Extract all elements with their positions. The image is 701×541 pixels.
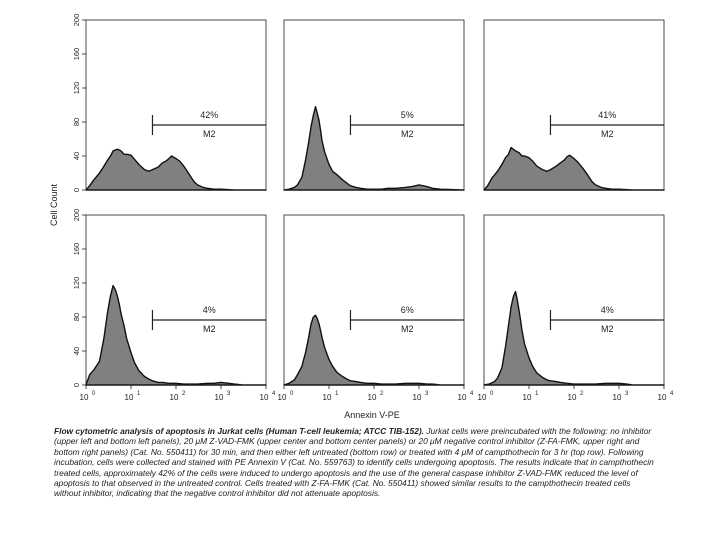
x-tick-exponent: 2 <box>580 391 584 397</box>
x-tick-label: 10 <box>568 393 577 402</box>
y-tick-label: 80 <box>72 313 81 321</box>
x-tick-label: 10 <box>413 393 422 402</box>
x-tick-exponent: 0 <box>490 391 494 397</box>
gate-name-label: M2 <box>601 324 614 334</box>
x-tick-exponent: 4 <box>670 391 674 397</box>
y-tick-label: 200 <box>72 14 81 27</box>
gate-name-label: M2 <box>203 324 216 334</box>
figure-caption: Flow cytometric analysis of apoptosis in… <box>54 426 654 499</box>
histogram-area <box>85 148 267 191</box>
y-tick-label: 120 <box>72 82 81 95</box>
x-tick-exponent: 1 <box>335 391 339 397</box>
x-axis-ticks: 10 0 10 1 10 2 10 3 10 4 10 0 10 1 10 2 10 3 10 4 10 0 10 1 10 2 1… <box>80 385 674 402</box>
y-tick-label: 0 <box>72 383 81 387</box>
x-tick-label: 10 <box>80 393 89 402</box>
y-tick-label: 160 <box>72 48 81 61</box>
panel-frame <box>85 19 267 191</box>
x-tick-exponent: 4 <box>272 391 276 397</box>
x-tick-label: 10 <box>278 393 287 402</box>
histogram-area <box>283 106 465 191</box>
caption-body: Jurkat cells were preincubated with the … <box>54 426 654 499</box>
gate-name-label: M2 <box>401 324 414 334</box>
gate-name-label: M2 <box>401 129 414 139</box>
histogram-area <box>483 146 665 191</box>
x-tick-exponent: 0 <box>290 391 294 397</box>
gate-percent-label: 4% <box>203 305 216 315</box>
gate-percent-label: 42% <box>200 110 218 120</box>
x-tick-exponent: 3 <box>227 391 231 397</box>
x-tick-exponent: 2 <box>380 391 384 397</box>
gate-name-label: M2 <box>601 129 614 139</box>
caption-title: Flow cytometric analysis of apoptosis in… <box>54 426 424 436</box>
x-tick-exponent: 0 <box>92 391 96 397</box>
y-tick-label: 80 <box>72 118 81 126</box>
panel-frame <box>483 19 665 191</box>
x-tick-exponent: 4 <box>470 391 474 397</box>
x-tick-exponent: 3 <box>425 391 429 397</box>
panel-frame <box>283 19 465 191</box>
x-tick-label: 10 <box>170 393 179 402</box>
x-tick-exponent: 1 <box>535 391 539 397</box>
histogram-panel-top-center: 5% M2 <box>283 19 465 191</box>
gate-name-label: M2 <box>203 129 216 139</box>
y-tick-label: 160 <box>72 243 81 256</box>
x-tick-label: 10 <box>613 393 622 402</box>
y-axis-ticks: 0 40 80 120 160 200 0 40 80 120 160 200 <box>72 14 86 387</box>
histogram-panel-bottom-right: 4% M2 <box>483 214 665 386</box>
gate-percent-label: 41% <box>598 110 616 120</box>
x-tick-label: 10 <box>368 393 377 402</box>
x-tick-label: 10 <box>658 393 667 402</box>
y-axis-label: Cell Count <box>49 183 59 226</box>
y-tick-label: 120 <box>72 277 81 290</box>
y-tick-label: 40 <box>72 347 81 355</box>
histogram-area <box>483 290 665 386</box>
histogram-panels: 42% M2 5% M2 41% M2 4% M2 6% M2 4% M2 <box>85 19 665 386</box>
x-tick-exponent: 1 <box>137 391 141 397</box>
y-tick-label: 200 <box>72 209 81 222</box>
histogram-panel-bottom-center: 6% M2 <box>283 214 465 386</box>
histogram-panel-bottom-left: 4% M2 <box>85 214 267 386</box>
gate-percent-label: 6% <box>401 305 414 315</box>
histogram-area <box>283 314 465 386</box>
histogram-panel-top-right: 41% M2 <box>483 19 665 191</box>
x-tick-label: 10 <box>458 393 467 402</box>
histogram-area <box>85 284 267 386</box>
x-tick-exponent: 2 <box>182 391 186 397</box>
x-axis-label: Annexin V-PE <box>344 410 400 420</box>
x-tick-label: 10 <box>323 393 332 402</box>
gate-percent-label: 5% <box>401 110 414 120</box>
y-tick-label: 40 <box>72 152 81 160</box>
x-tick-label: 10 <box>523 393 532 402</box>
x-tick-label: 10 <box>125 393 134 402</box>
histogram-panel-top-left: 42% M2 <box>85 19 267 191</box>
gate-percent-label: 4% <box>601 305 614 315</box>
x-tick-label: 10 <box>215 393 224 402</box>
x-tick-label: 10 <box>260 393 269 402</box>
y-tick-label: 0 <box>72 188 81 192</box>
x-tick-label: 10 <box>478 393 487 402</box>
x-tick-exponent: 3 <box>625 391 629 397</box>
